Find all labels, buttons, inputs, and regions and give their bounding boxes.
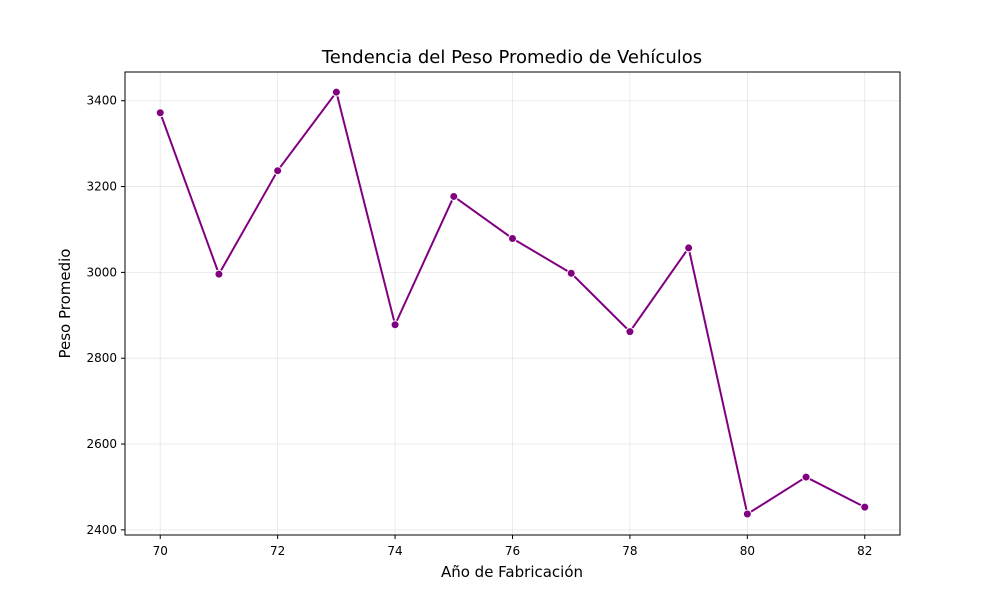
data-point[interactable] xyxy=(801,472,811,482)
x-tick-label: 76 xyxy=(505,544,520,558)
y-tick-label: 3000 xyxy=(86,265,117,279)
x-axis-ticks: 70 72 74 76 78 80 82 xyxy=(153,535,872,558)
data-point[interactable] xyxy=(860,502,870,512)
x-axis-label: Año de Fabricación xyxy=(441,563,583,581)
y-tick-label: 2600 xyxy=(86,437,117,451)
data-point[interactable] xyxy=(684,243,694,253)
y-tick-label: 3200 xyxy=(86,180,117,194)
data-point[interactable] xyxy=(331,87,341,97)
data-point[interactable] xyxy=(508,233,517,243)
x-tick-label: 80 xyxy=(740,544,755,558)
data-point[interactable] xyxy=(155,108,165,118)
data-point[interactable] xyxy=(390,320,400,330)
y-tick-label: 2400 xyxy=(86,523,117,537)
y-tick-label: 3400 xyxy=(86,94,117,108)
x-tick-label: 78 xyxy=(622,544,637,558)
data-point[interactable] xyxy=(273,166,283,176)
y-axis-label: Peso Promedio xyxy=(56,248,74,358)
grid-layer xyxy=(125,72,900,535)
data-point[interactable] xyxy=(625,327,635,337)
y-axis-ticks: 2400 2600 2800 3000 3200 3400 xyxy=(86,94,125,537)
data-point[interactable] xyxy=(742,509,752,519)
x-tick-label: 74 xyxy=(387,544,402,558)
data-point[interactable] xyxy=(214,269,224,279)
x-tick-label: 70 xyxy=(153,544,168,558)
data-point[interactable] xyxy=(566,268,576,278)
x-tick-label: 82 xyxy=(857,544,872,558)
chart-title: Tendencia del Peso Promedio de Vehículos xyxy=(321,47,702,68)
x-tick-label: 72 xyxy=(270,544,285,558)
data-point[interactable] xyxy=(449,191,459,201)
data-point-layer xyxy=(155,87,870,519)
y-tick-label: 2800 xyxy=(86,351,117,365)
